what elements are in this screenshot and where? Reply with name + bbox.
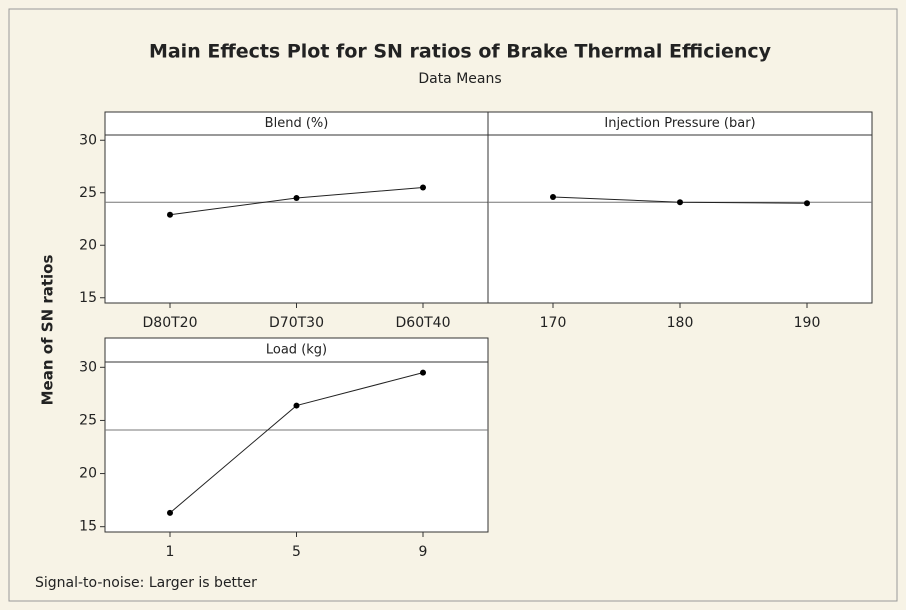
x-tick-label: 170 bbox=[540, 315, 567, 331]
x-tick-label: 9 bbox=[419, 544, 428, 560]
chart-title: Main Effects Plot for SN ratios of Brake… bbox=[149, 41, 772, 63]
panel bbox=[104, 111, 489, 304]
footnote: Signal-to-noise: Larger is better bbox=[35, 575, 257, 591]
y-tick-label: 30 bbox=[79, 359, 97, 375]
data-point bbox=[420, 369, 426, 376]
data-point bbox=[677, 199, 683, 206]
panel-title: Injection Pressure (bar) bbox=[604, 116, 755, 131]
x-tick-label: 190 bbox=[794, 315, 821, 331]
x-tick-label: D70T30 bbox=[269, 315, 324, 331]
x-tick-label: D80T20 bbox=[143, 315, 198, 331]
data-point bbox=[293, 402, 300, 409]
data-point bbox=[167, 211, 173, 218]
y-tick-label: 30 bbox=[79, 132, 97, 148]
panel bbox=[104, 337, 489, 533]
y-tick-label: 20 bbox=[79, 466, 97, 482]
y-tick-label: 15 bbox=[79, 519, 97, 535]
data-point bbox=[420, 184, 426, 191]
x-tick-label: D60T40 bbox=[396, 315, 451, 331]
data-point bbox=[293, 195, 300, 201]
chart-subtitle: Data Means bbox=[418, 71, 501, 87]
y-tick-label: 20 bbox=[79, 237, 97, 253]
y-tick-label: 25 bbox=[79, 185, 97, 201]
panel-title: Load (kg) bbox=[266, 343, 327, 358]
x-tick-label: 180 bbox=[667, 315, 694, 331]
y-tick-label: 15 bbox=[79, 290, 97, 306]
frame bbox=[8, 8, 898, 602]
data-point bbox=[804, 200, 810, 207]
x-tick-label: 1 bbox=[166, 544, 175, 560]
x-tick-label: 5 bbox=[292, 544, 301, 560]
data-point bbox=[550, 193, 556, 200]
panel bbox=[487, 111, 873, 304]
y-tick-label: 25 bbox=[79, 412, 97, 428]
data-point bbox=[167, 509, 173, 516]
y-axis-label: Mean of SN ratios bbox=[39, 255, 57, 406]
panel-title: Blend (%) bbox=[265, 116, 329, 131]
